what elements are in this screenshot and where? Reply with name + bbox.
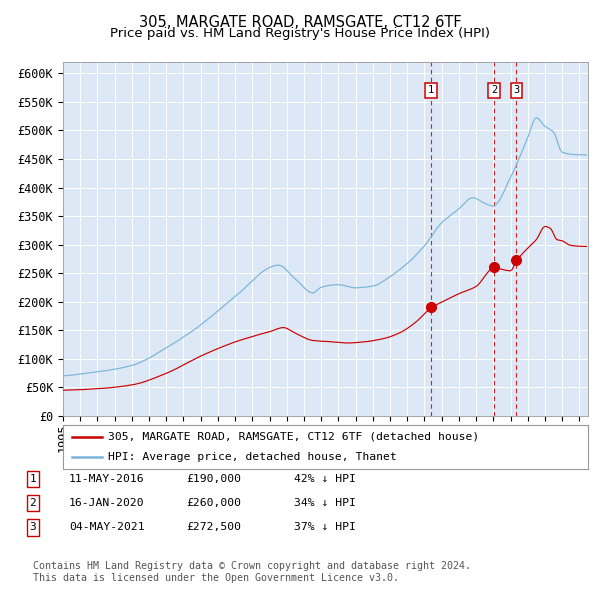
Text: 2: 2 (491, 86, 497, 96)
Text: 04-MAY-2021: 04-MAY-2021 (69, 523, 145, 532)
Text: 1: 1 (29, 474, 37, 484)
Text: 37% ↓ HPI: 37% ↓ HPI (294, 523, 356, 532)
Text: Price paid vs. HM Land Registry's House Price Index (HPI): Price paid vs. HM Land Registry's House … (110, 27, 490, 40)
Text: £190,000: £190,000 (186, 474, 241, 484)
Text: HPI: Average price, detached house, Thanet: HPI: Average price, detached house, Than… (107, 452, 397, 462)
Text: 11-MAY-2016: 11-MAY-2016 (69, 474, 145, 484)
Text: 16-JAN-2020: 16-JAN-2020 (69, 499, 145, 508)
Text: 1: 1 (428, 86, 434, 96)
Text: 305, MARGATE ROAD, RAMSGATE, CT12 6TF (detached house): 305, MARGATE ROAD, RAMSGATE, CT12 6TF (d… (107, 432, 479, 442)
Text: 42% ↓ HPI: 42% ↓ HPI (294, 474, 356, 484)
Text: 305, MARGATE ROAD, RAMSGATE, CT12 6TF: 305, MARGATE ROAD, RAMSGATE, CT12 6TF (139, 15, 461, 30)
Text: 3: 3 (513, 86, 520, 96)
Text: 34% ↓ HPI: 34% ↓ HPI (294, 499, 356, 508)
Text: £272,500: £272,500 (186, 523, 241, 532)
Text: £260,000: £260,000 (186, 499, 241, 508)
Text: 2: 2 (29, 499, 37, 508)
Text: Contains HM Land Registry data © Crown copyright and database right 2024.
This d: Contains HM Land Registry data © Crown c… (33, 561, 471, 583)
Text: 3: 3 (29, 523, 37, 532)
